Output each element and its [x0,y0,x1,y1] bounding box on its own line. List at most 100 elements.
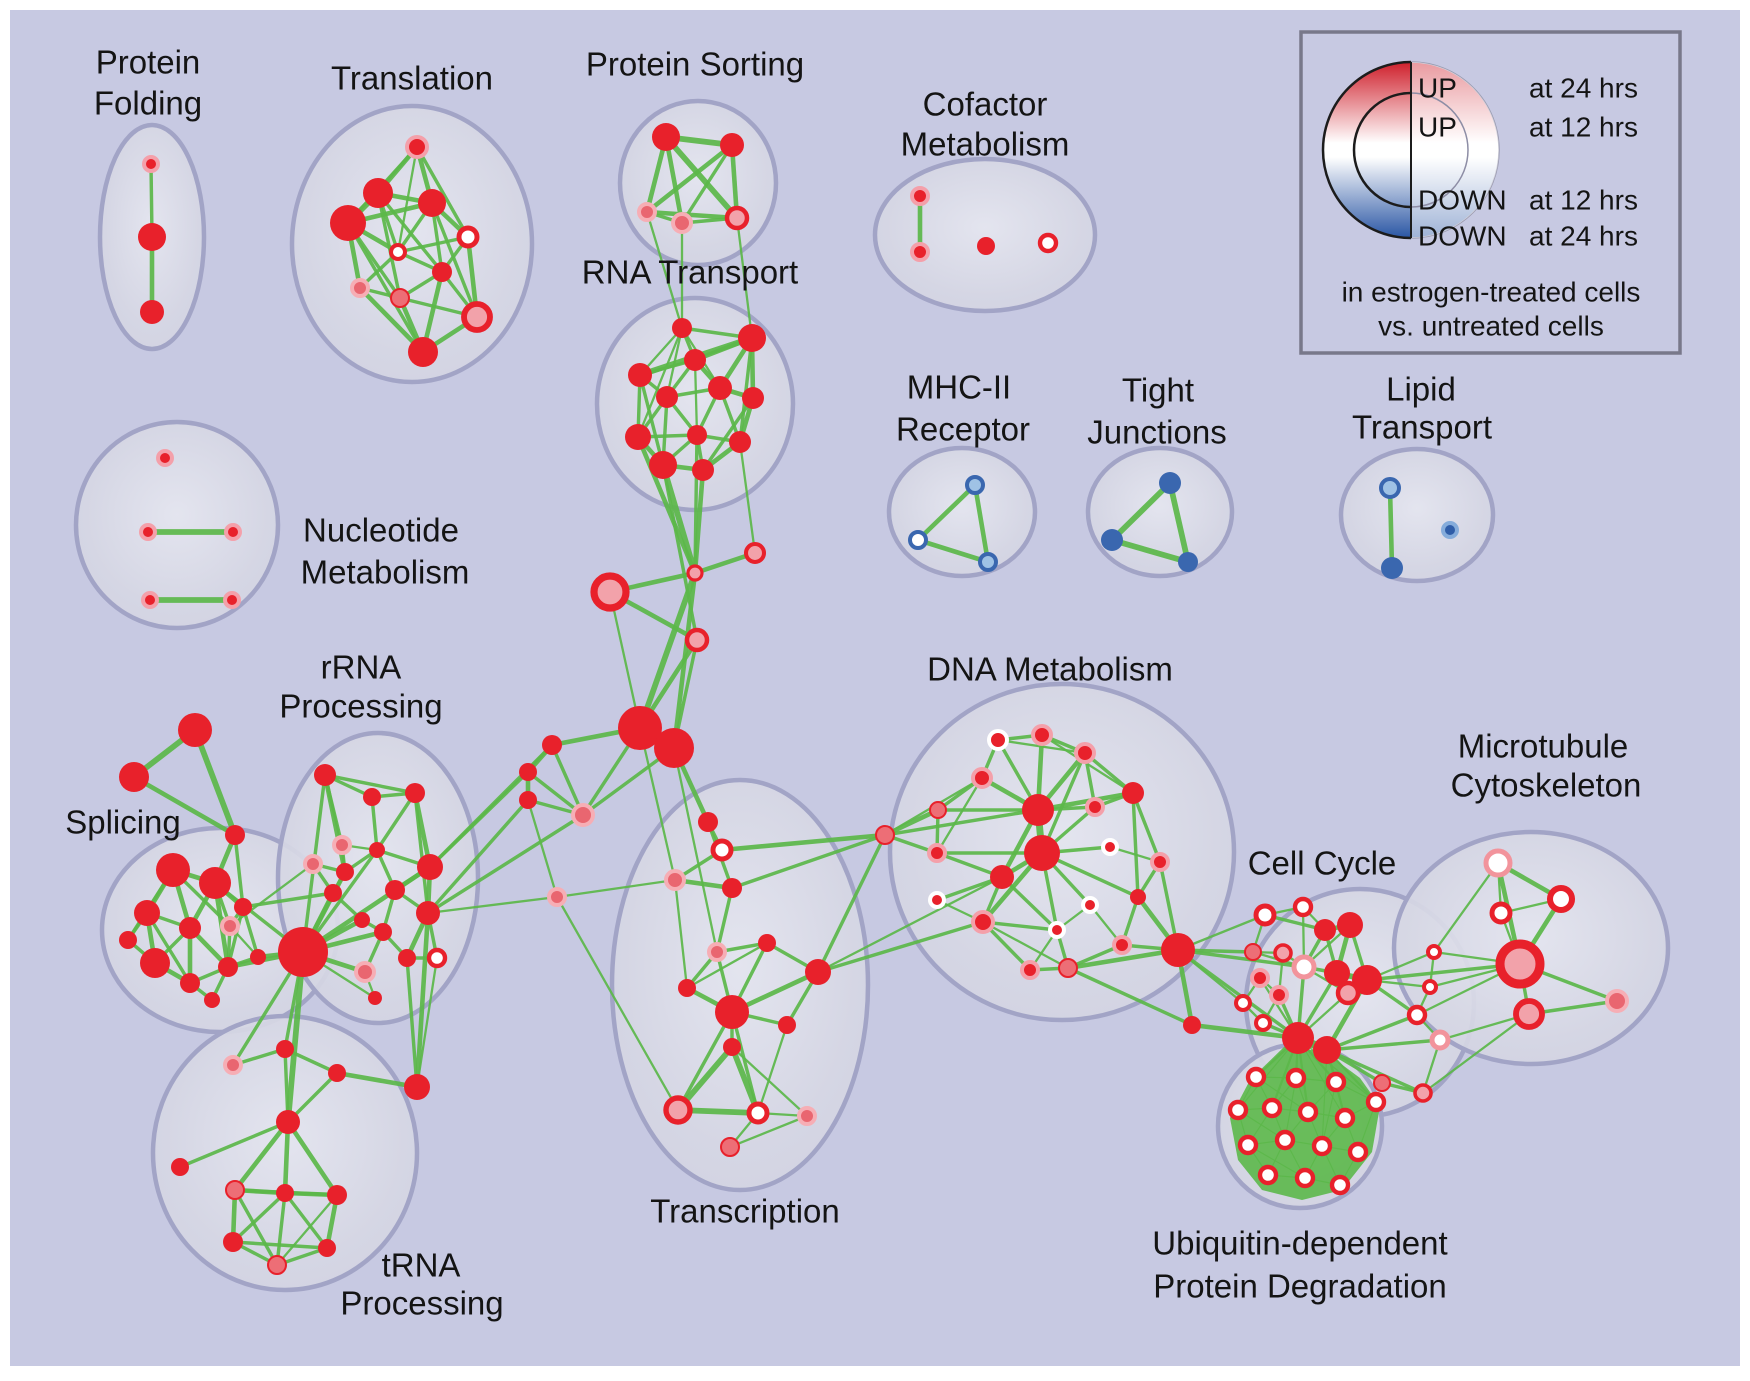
gene-node-rw [1101,838,1119,856]
interaction-edge [730,833,887,890]
gene-node-wp [1483,848,1513,878]
gene-node-rp [1112,935,1132,955]
gene-node-r [758,934,776,952]
gene-node-pp [1605,989,1629,1013]
gene-node-r [678,979,696,997]
gene-node-pb [590,572,630,612]
gene-node-b [1178,552,1198,572]
gene-node-r [977,237,995,255]
legend-footer-text: in estrogen-treated cells [1342,277,1641,308]
gene-node-rp [971,910,995,934]
gene-node-r [318,1239,336,1257]
gene-node-r [324,884,342,902]
cluster-label-tight-junctions: Junctions [1087,414,1226,451]
gene-node-r [218,957,238,977]
interaction-edge [1321,1049,1328,1147]
gene-node-r [1183,1016,1201,1034]
gene-node-r [336,863,354,881]
interaction-edge [405,956,419,1089]
interaction-edge [701,396,755,472]
gene-node-rp [405,135,429,159]
gene-node-r [625,424,651,450]
gene-node-bl [965,475,985,495]
interaction-edge [428,770,530,869]
gene-node-r [729,431,751,453]
interaction-edge [241,891,335,909]
interaction-edge [334,1070,420,1090]
gene-node-r [363,178,393,208]
interaction-edge [1255,1076,1309,1113]
gene-node-w [1253,903,1277,927]
gene-node-r [178,713,212,747]
interaction-edge [131,774,238,838]
gene-node-rw [928,891,946,909]
gene-node-r [723,1038,741,1056]
gene-node-rp [1031,724,1053,746]
interaction-edge [644,209,740,221]
gene-node-pp [547,887,567,907]
gene-node-rp [1250,968,1270,988]
cluster-label-ubiquitin-degradation: Protein Degradation [1153,1268,1447,1305]
gene-node-w [1227,1099,1249,1121]
gene-node-r [385,880,405,900]
interaction-edge [1040,751,1087,855]
interaction-edge [636,326,684,439]
gene-node-r [1337,912,1363,938]
interaction-edge [638,726,677,882]
interaction-edge [719,832,888,853]
cluster-label-transcription: Transcription [650,1193,840,1230]
gene-node-r [363,788,381,806]
gene-node-w [456,225,480,249]
cluster-label-protein-folding: Folding [94,85,202,122]
gene-node-r [1122,782,1144,804]
cluster-ellipse-cofactor-metabolism [872,156,1098,314]
interaction-edge [1066,966,1194,1027]
gene-node-r [223,1232,243,1252]
gene-node-pp [354,961,376,983]
gene-node-w [1329,1174,1351,1196]
gene-node-pb [743,541,767,565]
cluster-labels-layer: Protein Folding Translation Protein Sorting… [65,44,1641,1322]
interaction-edge [972,482,991,565]
gene-node-w [1489,901,1513,925]
interaction-edge [232,1119,291,1193]
gene-node-pp [303,854,323,874]
interaction-edge [1109,537,1191,565]
gene-node-p [875,825,895,845]
gene-node-pp [664,869,686,891]
interaction-edge [729,1044,761,1116]
cluster-label-lipid-transport: Lipid [1386,371,1456,408]
gene-node-r [654,728,694,768]
gene-node-w [1426,944,1442,960]
cluster-label-lipid-transport: Transport [1352,409,1492,446]
interaction-edge [1247,1144,1306,1179]
interaction-edge [637,570,698,731]
gene-node-r [519,791,537,809]
interaction-edge [414,910,431,1090]
cluster-label-translation: Translation [331,60,493,97]
gene-node-r [990,865,1014,889]
interaction-edge [233,1188,279,1267]
gene-node-r [656,386,678,408]
gene-node-pp [571,803,595,827]
gene-node-rw [987,729,1009,751]
gene-node-rp [142,155,160,173]
gene-node-r [708,376,732,400]
interaction-edge [645,210,684,330]
interaction-edge [1325,1013,1419,1052]
gene-node-r [138,223,166,251]
cluster-label-protein-sorting: Protein Sorting [586,46,804,83]
interaction-edge [685,941,769,990]
cluster-label-rrna-processing: Processing [279,688,442,725]
gene-node-p [929,801,947,819]
cluster-ellipse-protein-sorting [617,98,779,268]
cluster-label-dna-metabolism: DNA Metabolism [927,651,1173,688]
interaction-edge [728,1114,809,1149]
interaction-edge [1167,480,1191,565]
gene-node-r [742,387,764,409]
gene-node-w [1274,1129,1296,1151]
cluster-label-mhc-ii-receptor: Receptor [896,411,1030,448]
interaction-edge [660,462,698,576]
gene-node-bl [978,552,998,572]
gene-node-rp [927,843,947,863]
